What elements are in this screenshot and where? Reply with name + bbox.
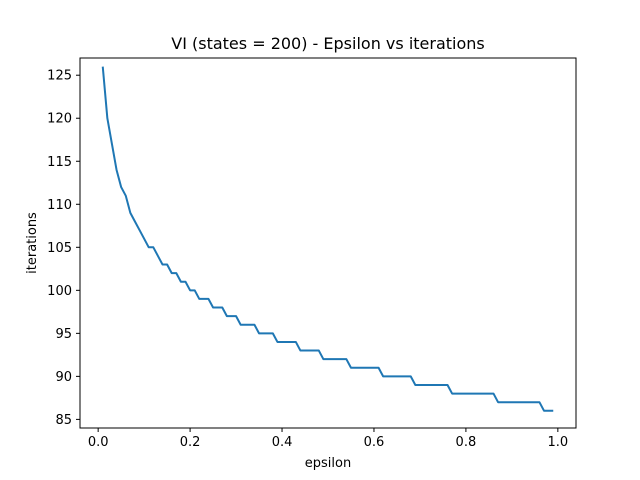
y-axis-ticks: 85 90 95 100 105 110 115 120 125 bbox=[47, 69, 80, 428]
y-tick-label: 90 bbox=[55, 370, 72, 385]
x-tick-label: 0.0 bbox=[88, 435, 109, 450]
series-line bbox=[101, 66, 554, 412]
x-axis-label: epsilon bbox=[305, 456, 351, 471]
y-tick-label: 95 bbox=[55, 327, 72, 342]
x-tick-label: 0.2 bbox=[180, 435, 201, 450]
x-tick-label: 0.8 bbox=[456, 435, 477, 450]
x-tick-label: 1.0 bbox=[547, 435, 568, 450]
y-tick-label: 115 bbox=[47, 155, 72, 170]
x-axis-ticks: 0.0 0.2 0.4 0.6 0.8 1.0 bbox=[88, 428, 568, 450]
y-tick-label: 85 bbox=[55, 413, 72, 428]
x-tick-label: 0.6 bbox=[364, 435, 385, 450]
chart-title: VI (states = 200) - Epsilon vs iteration… bbox=[171, 34, 485, 53]
series-layer bbox=[101, 66, 554, 412]
y-tick-label: 100 bbox=[47, 284, 72, 299]
y-tick-label: 110 bbox=[47, 198, 72, 213]
y-tick-label: 105 bbox=[47, 241, 72, 256]
y-tick-label: 125 bbox=[47, 69, 72, 84]
y-tick-label: 120 bbox=[47, 112, 72, 127]
plot-frame bbox=[79, 57, 577, 429]
plot-area bbox=[80, 58, 576, 428]
y-axis-label: iterations bbox=[25, 212, 40, 274]
x-tick-label: 0.4 bbox=[272, 435, 293, 450]
